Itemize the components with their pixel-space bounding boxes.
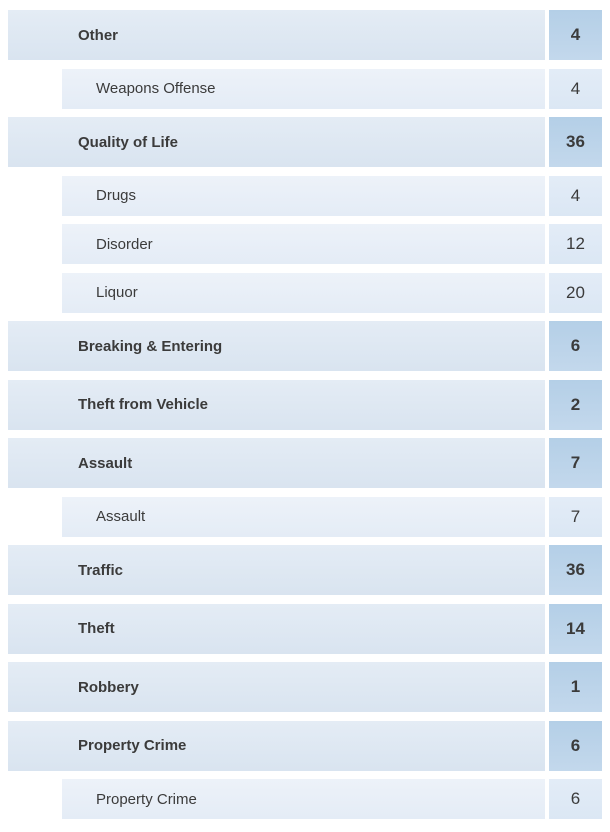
category-label-bar: Property Crime: [62, 779, 545, 819]
row-assault-parent[interactable]: Assault 7: [8, 438, 602, 488]
category-count-badge: 4: [549, 68, 602, 109]
category-label-bar: Assault: [62, 496, 545, 537]
category-count-badge: 4: [549, 10, 602, 60]
category-count: 7: [570, 506, 581, 526]
row-traffic[interactable]: Traffic 36: [8, 545, 602, 595]
category-count-badge: 6: [549, 779, 602, 819]
category-label-bar: Traffic: [8, 545, 545, 595]
category-count-badge: 6: [549, 321, 602, 371]
row-theft-from-vehicle[interactable]: Theft from Vehicle 2: [8, 379, 602, 430]
category-count: 4: [570, 25, 581, 44]
category-count-badge: 2: [549, 379, 602, 430]
category-count: 36: [566, 132, 585, 151]
category-label-bar: Liquor: [62, 272, 545, 313]
row-disorder[interactable]: Disorder 12: [8, 224, 602, 264]
category-count-badge: 1: [549, 662, 602, 712]
category-label: Property Crime: [96, 790, 197, 808]
category-count-badge: 14: [549, 603, 602, 654]
category-count-badge: 20: [549, 272, 602, 313]
category-label-bar: Assault: [8, 438, 545, 488]
category-label: Breaking & Entering: [78, 337, 223, 355]
category-label: Robbery: [78, 678, 139, 696]
category-count: 36: [566, 560, 585, 579]
row-theft[interactable]: Theft 14: [8, 603, 602, 654]
category-count-badge: 7: [549, 438, 602, 488]
category-label-bar: Theft: [8, 603, 545, 654]
category-label: Traffic: [78, 561, 124, 579]
category-label-bar: Property Crime: [8, 720, 545, 771]
category-label: Assault: [78, 454, 133, 472]
category-label: Property Crime: [78, 737, 187, 754]
category-label: Quality of Life: [78, 133, 179, 151]
row-robbery[interactable]: Robbery 1: [8, 662, 602, 712]
row-other[interactable]: Other 4: [8, 10, 602, 60]
category-label: Disorder: [96, 235, 153, 253]
category-label: Weapons Offense: [96, 80, 216, 97]
category-count: 14: [566, 618, 585, 638]
row-property-crime-parent[interactable]: Property Crime 6: [8, 720, 602, 771]
row-property-crime-child[interactable]: Property Crime 6: [8, 779, 602, 819]
category-label-bar: Breaking & Entering: [8, 321, 545, 371]
category-count: 4: [570, 78, 581, 98]
category-count-badge: 4: [549, 175, 602, 216]
category-label: Other: [78, 26, 119, 44]
category-label: Assault: [96, 508, 146, 525]
category-label-bar: Quality of Life: [8, 117, 545, 167]
category-label-bar: Robbery: [8, 662, 545, 712]
category-label-bar: Theft from Vehicle: [8, 379, 545, 430]
category-label-bar: Drugs: [62, 175, 545, 216]
category-count: 12: [566, 234, 585, 253]
category-label-bar: Weapons Offense: [62, 68, 545, 109]
category-count: 4: [570, 185, 581, 205]
category-count: 6: [570, 735, 581, 755]
category-count-badge: 36: [549, 117, 602, 167]
category-count: 1: [570, 677, 581, 696]
category-count: 6: [570, 789, 581, 808]
row-liquor[interactable]: Liquor 20: [8, 272, 602, 313]
row-assault-child[interactable]: Assault 7: [8, 496, 602, 537]
category-count-badge: 6: [549, 720, 602, 771]
category-label: Liquor: [96, 284, 138, 301]
category-count-badge: 36: [549, 545, 602, 595]
category-label: Theft from Vehicle: [78, 396, 209, 413]
category-label: Theft: [78, 620, 115, 637]
category-count: 2: [570, 394, 581, 414]
category-count: 7: [570, 453, 581, 472]
category-label-bar: Other: [8, 10, 545, 60]
row-breaking-entering[interactable]: Breaking & Entering 6: [8, 321, 602, 371]
category-label: Drugs: [96, 187, 137, 204]
row-weapons-offense[interactable]: Weapons Offense 4: [8, 68, 602, 109]
row-drugs[interactable]: Drugs 4: [8, 175, 602, 216]
category-count-badge: 12: [549, 224, 602, 264]
row-quality-of-life[interactable]: Quality of Life 36: [8, 117, 602, 167]
category-count-badge: 7: [549, 496, 602, 537]
category-label-bar: Disorder: [62, 224, 545, 264]
category-count: 20: [566, 282, 585, 302]
category-count: 6: [570, 336, 581, 355]
